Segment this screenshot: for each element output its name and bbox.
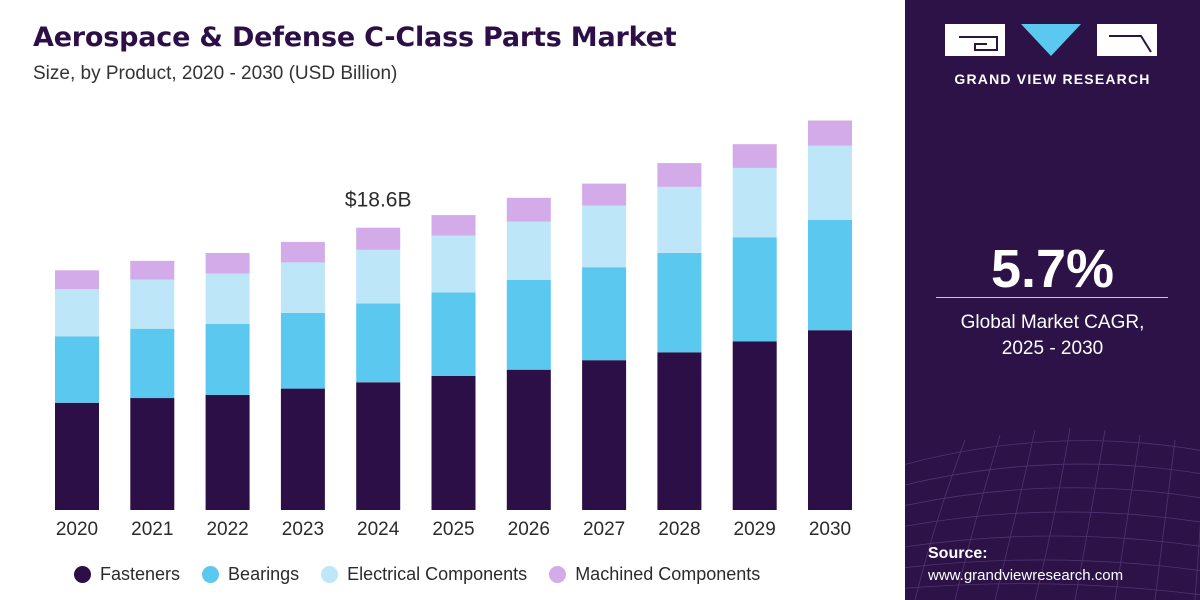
x-tick-label: 2025	[432, 519, 474, 540]
legend-swatch	[74, 566, 91, 583]
legend-swatch	[549, 566, 567, 583]
bar-2023-fasteners	[280, 388, 325, 510]
legend-label: Machined Components	[575, 564, 761, 584]
bar-2030-electrical-components	[808, 145, 852, 220]
bar-2030-fasteners	[808, 330, 852, 510]
bar-2020-bearings	[55, 336, 99, 403]
stacked-bar-chart: 2020 2021 2022 2023 2024 $18.6B 2025 2026 2027 20…	[55, 120, 852, 540]
gvr-logo	[945, 24, 1157, 56]
chart-title: Aerospace & Defense C-Class Parts Market	[33, 22, 677, 53]
x-tick-label: 2029	[734, 519, 776, 540]
bar-2027-machined-components	[582, 183, 627, 206]
legend-label: Fasteners	[100, 564, 181, 584]
bar-2022-electrical-components	[205, 273, 250, 324]
bar-2024-bearings	[356, 303, 401, 383]
bar-2024-fasteners	[356, 382, 401, 510]
bar-2027-bearings	[582, 267, 627, 361]
bar-2022-bearings	[205, 323, 250, 395]
legend-swatch	[202, 566, 220, 583]
bar-2022-fasteners	[205, 394, 250, 510]
x-tick-label: 2030	[809, 519, 851, 540]
logo-g-mark	[945, 24, 1005, 56]
logo-v-mark	[1021, 24, 1081, 56]
legend-label: Electrical Components	[347, 564, 528, 584]
x-tick-label: 2022	[206, 519, 248, 540]
bar-2023-bearings	[280, 312, 325, 389]
bar-2025-bearings	[431, 292, 476, 376]
bar-2028-fasteners	[657, 352, 702, 510]
cagr-label-line1: Global Market CAGR,	[960, 312, 1145, 333]
wireframe-grid-decoration	[905, 427, 1200, 600]
bar-2024-electrical-components	[356, 249, 401, 304]
bar-2021-fasteners	[130, 398, 175, 510]
bar-2028-machined-components	[657, 163, 702, 187]
bar-2021-machined-components	[130, 260, 175, 280]
bar-2026-fasteners	[506, 369, 551, 510]
bar-2025-machined-components	[431, 215, 476, 236]
bar-2020-electrical-components	[55, 289, 99, 337]
source-title: Source:	[928, 545, 988, 562]
bar-2022-machined-components	[205, 253, 250, 274]
cagr-value: 5.7%	[990, 239, 1115, 299]
info-panel: GRAND VIEW RESEARCH 5.7% Global Market C…	[905, 0, 1200, 600]
x-tick-label: 2026	[508, 519, 550, 540]
x-tick-label: 2023	[282, 519, 324, 540]
bar-2026-bearings	[506, 279, 551, 370]
bar-2027-fasteners	[582, 360, 627, 510]
bar-2020-machined-components	[55, 270, 99, 290]
cagr-label: Global Market CAGR, 2025 - 2030	[905, 310, 1200, 362]
bar-2030-machined-components	[808, 120, 852, 146]
chart-legend: Fasteners Bearings Electrical Components Ma…	[74, 564, 782, 585]
legend-label: Bearings	[228, 564, 300, 584]
bar-2023-electrical-components	[280, 262, 325, 313]
source-url[interactable]: www.grandviewresearch.com	[928, 567, 1124, 584]
logo-r-mark	[1097, 24, 1157, 56]
bar-2024-machined-components	[356, 227, 401, 250]
cagr-label-line2: 2025 - 2030	[1001, 338, 1104, 359]
x-tick-label: 2024	[357, 519, 400, 540]
data-label-annotation: $18.6B	[345, 189, 412, 212]
brand-name: GRAND VIEW RESEARCH	[954, 71, 1151, 87]
bar-2029-fasteners	[732, 341, 777, 510]
bar-2025-fasteners	[431, 376, 476, 510]
x-tick-label: 2027	[583, 519, 625, 540]
legend-item-fasteners: Fasteners	[74, 564, 180, 585]
x-tick-label: 2028	[658, 519, 700, 540]
legend-swatch	[321, 566, 339, 583]
bar-2021-bearings	[130, 328, 175, 399]
bar-2023-machined-components	[280, 241, 325, 263]
bar-2025-electrical-components	[431, 235, 476, 293]
cagr-divider	[936, 297, 1168, 298]
chart-subtitle: Size, by Product, 2020 - 2030 (USD Billi…	[33, 63, 398, 84]
bar-2026-machined-components	[506, 197, 551, 222]
bar-2020-fasteners	[55, 402, 99, 510]
bar-2021-electrical-components	[130, 279, 175, 329]
bar-2029-machined-components	[732, 144, 777, 168]
bar-2026-electrical-components	[506, 221, 551, 280]
bar-2028-bearings	[657, 253, 702, 353]
bar-2029-electrical-components	[732, 167, 777, 238]
legend-item-bearings: Bearings	[202, 564, 299, 585]
bar-2028-electrical-components	[657, 186, 702, 253]
chart-panel: Aerospace & Defense C-Class Parts Market…	[33, 22, 852, 585]
x-tick-label: 2020	[56, 519, 98, 540]
bar-2030-bearings	[808, 219, 852, 331]
x-tick-label: 2021	[131, 519, 173, 540]
bar-2027-electrical-components	[582, 205, 627, 268]
legend-item-electrical-components: Electrical Components	[321, 564, 527, 585]
bar-2029-bearings	[732, 237, 777, 342]
legend-item-machined-components: Machined Components	[549, 564, 760, 585]
